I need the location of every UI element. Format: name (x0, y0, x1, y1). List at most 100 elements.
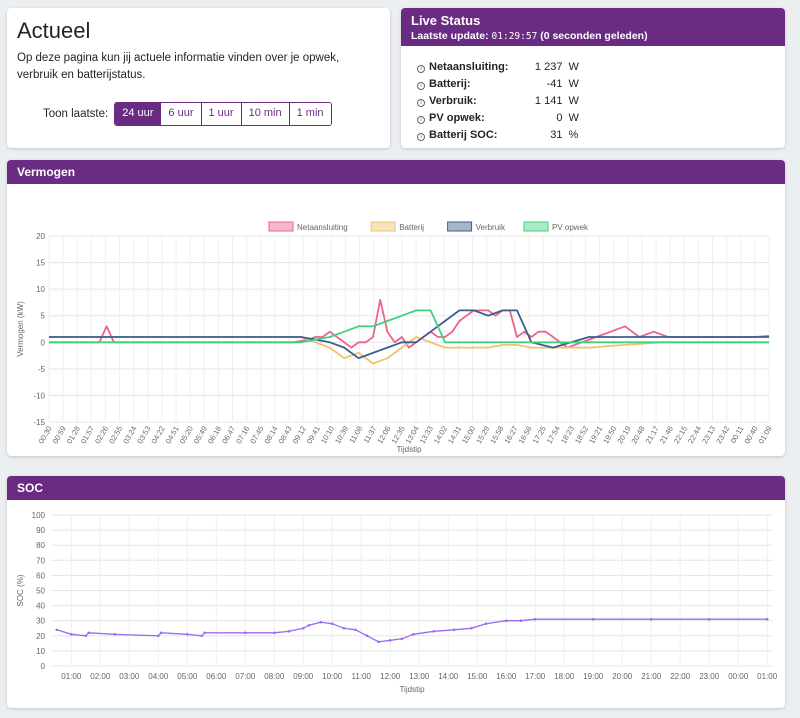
data-point (707, 617, 711, 621)
series-line-batterij (49, 336, 769, 365)
x-tick-label: 23:42 (714, 425, 731, 446)
data-point (519, 619, 523, 622)
data-point (377, 640, 380, 644)
x-tick-label: 06:00 (206, 672, 227, 681)
x-tick-label: 11:00 (352, 672, 372, 681)
y-tick-label: 90 (36, 526, 45, 535)
y-axis-title: Vermogen (kW) (16, 301, 25, 357)
data-point (342, 626, 346, 630)
soc-card: SOC 100 90 80 70 60 50 40 30 20 10 0 01:00 02:00 03:0… (7, 476, 785, 708)
data-point (87, 631, 90, 635)
x-tick-label: 22:00 (670, 672, 691, 681)
series-line-netaansluiting (49, 298, 770, 349)
range-button-1min[interactable]: 1 min (289, 103, 331, 125)
info-icon[interactable]: i (417, 81, 425, 90)
legend-label: Batterij (399, 223, 424, 232)
data-point (307, 623, 311, 627)
y-tick-label: -10 (33, 391, 45, 400)
last-update-ago: (0 seconden geleden) (540, 30, 648, 42)
x-tick-label: 10:00 (322, 672, 343, 681)
y-tick-label: 40 (36, 602, 45, 611)
range-button-10min[interactable]: 10 min (241, 103, 290, 125)
x-tick-label: 02:00 (90, 672, 111, 681)
live-stats-table: i Netaansluiting: 1 237 W i Batterij: -4… (417, 58, 579, 143)
y-tick-label: 70 (36, 556, 45, 565)
x-tick-label: 18:00 (554, 672, 575, 681)
actueel-card: Actueel Op deze pagina kun jij actuele i… (7, 8, 390, 148)
stat-row-pv-opwek: i PV opwek: 0 W (417, 109, 579, 126)
y-tick-label: 5 (41, 312, 46, 321)
page-description: Op deze pagina kun jij actuele informati… (17, 52, 340, 81)
range-button-6h[interactable]: 6 uur (161, 103, 202, 125)
info-icon[interactable]: i (417, 64, 425, 73)
x-axis-title: Tijdstip (396, 445, 422, 454)
x-tick-label: 00:00 (728, 672, 749, 681)
stat-unit: W (568, 60, 579, 73)
x-tick-label: 14:00 (438, 672, 459, 681)
data-point (69, 632, 73, 636)
data-point (272, 631, 276, 635)
stat-value: -41 (546, 77, 563, 90)
range-button-24h[interactable]: 24 uur (115, 103, 162, 125)
info-icon[interactable]: i (417, 98, 425, 107)
legend-swatch (370, 221, 396, 232)
x-tick-label: 07:00 (235, 672, 256, 681)
range-label: Toon laatste: (43, 108, 109, 120)
vermogen-chart[interactable]: Netaansluiting Batterij Verbruik PV opwek 20… (7, 184, 785, 456)
data-point (319, 620, 322, 624)
data-point (301, 626, 305, 630)
y-tick-label: 10 (36, 285, 45, 294)
data-point (243, 631, 247, 635)
series-line-soc (56, 618, 768, 643)
x-tick-label: 04:00 (148, 672, 169, 681)
data-point (388, 639, 392, 642)
data-point (765, 617, 769, 621)
data-point (649, 617, 653, 621)
stat-value: 1 237 (534, 60, 563, 73)
legend-swatch (268, 221, 294, 232)
data-point (400, 637, 404, 641)
stat-name: Netaansluiting: (429, 60, 509, 73)
data-point (84, 634, 88, 638)
range-button-1h[interactable]: 1 uur (201, 103, 242, 125)
x-tick-label: 17:00 (525, 672, 546, 681)
y-tick-label: -15 (33, 418, 45, 427)
legend-swatch (447, 221, 473, 232)
stat-value: 0 (556, 111, 563, 124)
stat-name: Batterij: (429, 77, 471, 90)
x-tick-label: 12:00 (380, 672, 401, 681)
x-tick-label: 20:00 (612, 672, 633, 681)
x-tick-label: 16:00 (496, 672, 517, 681)
x-tick-label: 23:00 (699, 672, 720, 681)
y-tick-label: 20 (36, 232, 45, 241)
y-tick-label: 30 (36, 617, 45, 626)
stat-unit: W (568, 94, 579, 107)
stat-row-batterij: i Batterij: -41 W (417, 75, 579, 92)
vermogen-header: Vermogen (7, 160, 785, 184)
x-tick-label: 03:00 (119, 672, 140, 681)
y-tick-label: 50 (36, 587, 45, 596)
y-tick-label: 60 (36, 571, 45, 580)
legend-swatch (523, 221, 549, 232)
info-icon[interactable]: i (417, 115, 425, 124)
data-point (533, 617, 537, 621)
stat-row-verbruik: i Verbruik: 1 141 W (417, 92, 579, 109)
stat-value: 31 (550, 128, 563, 141)
data-point (113, 632, 117, 636)
stat-name: PV opwek: (429, 111, 485, 124)
y-tick-label: 20 (36, 632, 45, 641)
page-title: Actueel (17, 18, 91, 43)
x-tick-label: 09:00 (293, 672, 314, 681)
legend-label: Verbruik (476, 223, 506, 232)
x-tick-label: 05:00 (177, 672, 198, 681)
y-tick-label: -5 (38, 365, 46, 374)
y-tick-label: 100 (32, 511, 46, 520)
stat-unit: W (568, 77, 579, 90)
stat-unit: W (568, 111, 579, 124)
x-tick-label: 11:08 (347, 425, 364, 445)
data-point (185, 632, 189, 636)
info-icon[interactable]: i (417, 132, 425, 141)
y-tick-label: 15 (36, 259, 45, 268)
live-status-title: Live Status (411, 13, 481, 28)
